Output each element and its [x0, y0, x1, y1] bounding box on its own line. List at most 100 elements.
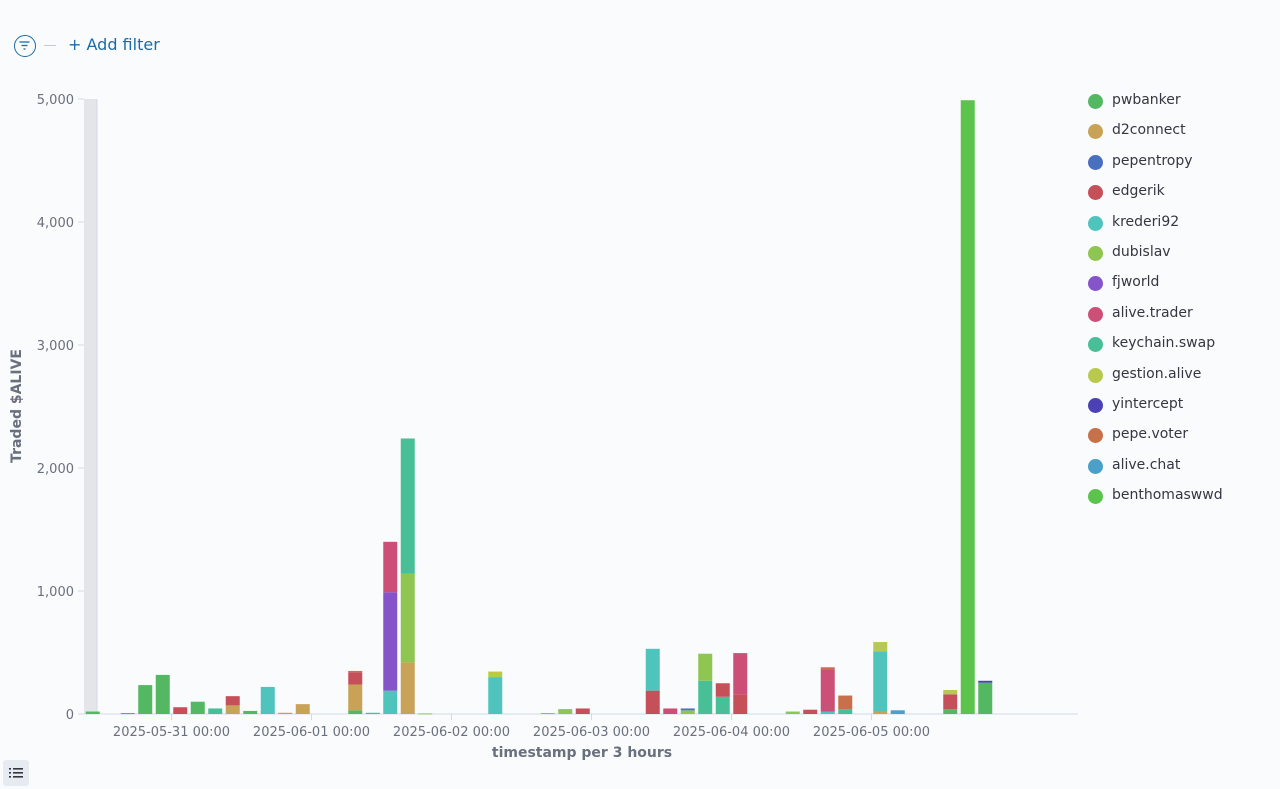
legend-label: alive.chat: [1112, 456, 1181, 473]
x-tick-label: 2025-06-04 00:00: [673, 725, 790, 740]
bar-segment-pwbanker: [243, 710, 258, 714]
bar-segment-pepe-voter: [820, 667, 835, 670]
bar-segment-edgerik: [733, 694, 748, 714]
y-tick-label: 5,000: [37, 93, 74, 108]
bar-segment-gestion-alive: [488, 671, 503, 678]
y-tick-label: 1,000: [37, 585, 74, 600]
bar-segment-pwbanker: [348, 710, 363, 714]
legend-item-krederi92[interactable]: krederi92: [1088, 210, 1268, 240]
legend-dot-icon: [1088, 367, 1103, 383]
bar-segment-gestion-alive: [873, 642, 888, 652]
bar-segment-edgerik: [715, 683, 730, 697]
bar-segment-keychain-swap: [715, 696, 730, 714]
y-tick-label: 0: [66, 708, 74, 723]
bar-segment-krederi92: [645, 648, 660, 691]
legend-dot-icon: [1088, 94, 1103, 109]
y-axis-title: Traded $ALIVE: [9, 349, 25, 463]
legend-dot-icon: [1088, 428, 1103, 444]
legend-item-benthomaswwd[interactable]: benthomaswwd: [1088, 483, 1268, 513]
legend-dot-icon: [1088, 397, 1103, 413]
bar-segment-krederi92: [383, 690, 398, 714]
bar-segment-edgerik: [173, 707, 188, 714]
filter-divider: [44, 45, 56, 46]
y-tick-label: 4,000: [37, 216, 74, 231]
filter-bar: + Add filter: [0, 0, 1280, 90]
bar-segment-dubislav: [418, 713, 433, 715]
filter-icon[interactable]: [14, 35, 36, 57]
bar-segment-yintercept: [978, 680, 993, 683]
legend-dot-icon: [1088, 215, 1103, 231]
legend-label: d2connect: [1112, 122, 1186, 139]
legend-dot-icon: [1088, 185, 1103, 201]
bar-segment-benthomaswwd: [960, 100, 975, 715]
bar-segment-pwbanker: [190, 701, 205, 714]
bar-segment-d2connect: [295, 704, 310, 714]
bar-segment-keychain-swap: [365, 712, 380, 714]
bar-segment-pepentropy: [680, 708, 695, 711]
bar-segment-pwbanker: [85, 711, 100, 714]
legend-label: pepe.voter: [1112, 426, 1189, 443]
legend-item-d2connect[interactable]: d2connect: [1088, 118, 1268, 148]
legend-label: keychain.swap: [1112, 335, 1216, 352]
legend-label: yintercept: [1112, 395, 1184, 412]
legend-item-fjworld[interactable]: fjworld: [1088, 270, 1268, 300]
legend-label: pepentropy: [1112, 152, 1193, 169]
bar-segment-d2connect: [873, 711, 888, 714]
bar-segment-krederi92: [873, 651, 888, 712]
legend-item-pepentropy[interactable]: pepentropy: [1088, 149, 1268, 179]
bar-segment-pepe-voter: [838, 695, 853, 710]
bar-segment-d2connect: [348, 684, 363, 711]
x-tick-label: 2025-06-05 00:00: [813, 725, 930, 740]
bar-segment-krederi92: [820, 711, 835, 714]
legend-item-gestion-alive[interactable]: gestion.alive: [1088, 362, 1268, 392]
bar-segment-dubislav: [680, 710, 695, 714]
legend-dot-icon: [1088, 276, 1103, 292]
bar-segment-alive-trader: [733, 653, 748, 695]
bar-segment-dubislav: [698, 653, 713, 681]
y-tick-label: 2,000: [37, 462, 74, 477]
legend-dot-icon: [1088, 458, 1103, 474]
list-icon[interactable]: [3, 760, 29, 786]
legend-item-yintercept[interactable]: yintercept: [1088, 392, 1268, 422]
bar-segment-krederi92: [488, 677, 503, 714]
bar-segment-edgerik: [943, 694, 958, 710]
legend-label: benthomaswwd: [1112, 487, 1223, 504]
bar-segment-edgerik: [575, 708, 590, 714]
bar-segment-pwbanker: [943, 709, 958, 714]
bar-segment-pwbanker: [155, 674, 170, 714]
x-tick-label: 2025-06-03 00:00: [533, 725, 650, 740]
bar-segment-pepe-voter: [348, 670, 363, 673]
bar-segment-alive-chat: [890, 710, 905, 714]
legend-item-keychain-swap[interactable]: keychain.swap: [1088, 331, 1268, 361]
add-filter-button[interactable]: + Add filter: [68, 35, 160, 54]
legend-dot-icon: [1088, 489, 1103, 505]
legend-label: krederi92: [1112, 213, 1180, 230]
legend-dot-icon: [1088, 124, 1103, 140]
x-tick-label: 2025-05-31 00:00: [113, 725, 230, 740]
legend-item-dubislav[interactable]: dubislav: [1088, 240, 1268, 270]
y-tick-label: 3,000: [37, 339, 74, 354]
bar-segment-dubislav: [400, 573, 415, 663]
chart-bars: [85, 100, 993, 715]
legend-item-pepe-voter[interactable]: pepe.voter: [1088, 422, 1268, 452]
bar-segment-d2connect: [278, 712, 293, 714]
legend-dot-icon: [1088, 245, 1103, 261]
chart-legend: pwbanker d2connect pepentropy edgerik kreder…: [1088, 88, 1268, 513]
bar-segment-pwbanker: [978, 682, 993, 714]
bar-segment-fjworld: [383, 592, 398, 691]
bar-segment-alive-chat: [120, 713, 135, 715]
stacked-bar-chart: 0 1,000 2,000 3,000 4,000 5,000 2025-05-31 00:…: [9, 93, 1078, 761]
legend-item-edgerik[interactable]: edgerik: [1088, 179, 1268, 209]
left-shade: [84, 99, 97, 714]
bar-segment-edgerik: [225, 696, 240, 706]
legend-item-alive-chat[interactable]: alive.chat: [1088, 453, 1268, 483]
bar-segment-alive-trader: [383, 541, 398, 593]
bar-segment-edgerik: [803, 709, 818, 714]
legend-item-pwbanker[interactable]: pwbanker: [1088, 88, 1268, 118]
bar-segment-edgerik: [348, 672, 363, 685]
bar-segment-keychain-swap: [838, 709, 853, 714]
bar-segment-alive-trader: [663, 708, 678, 714]
legend-dot-icon: [1088, 337, 1103, 353]
legend-item-alive-trader[interactable]: alive.trader: [1088, 301, 1268, 331]
bar-segment-gestion-alive: [943, 690, 958, 695]
